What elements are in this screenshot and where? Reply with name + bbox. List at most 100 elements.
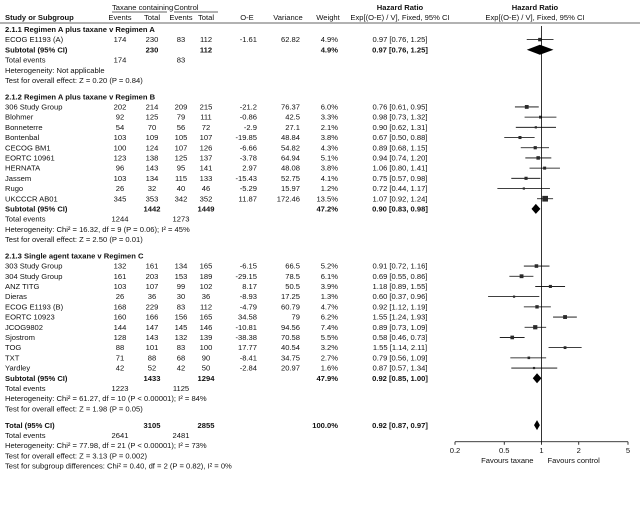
- study-2-2-events-exp: 92: [116, 113, 124, 122]
- study-2-10-total-exp: 353: [146, 194, 159, 203]
- study-3-3-total-ctl: 102: [200, 282, 213, 291]
- study-2-10-events-exp: 345: [114, 194, 127, 203]
- subtotal-2-total-ctl: 1449: [198, 205, 215, 214]
- study-2-9-oe: -5.29: [240, 184, 257, 193]
- subtotal-2-ci: 0.90 [0.83, 0.98]: [372, 205, 428, 214]
- study-2-4-total-ctl: 107: [200, 133, 213, 142]
- study-2-10-point: [542, 195, 548, 202]
- subtotal-3-weight: 47.9%: [316, 374, 338, 383]
- study-2-6-events-ctl: 125: [175, 154, 188, 163]
- subtotal-2-total-exp: 1442: [144, 205, 161, 214]
- study-2-2-total-ctl: 111: [200, 113, 212, 122]
- study-3-7-ci: 0.89 [0.73, 1.09]: [373, 323, 428, 332]
- study-3-10-events-ctl: 68: [177, 353, 185, 362]
- study-3-1-weight: 5.2%: [321, 262, 339, 271]
- study-1-1-weight: 4.9%: [321, 35, 339, 44]
- study-2-2-name: Blohmer: [5, 113, 34, 122]
- total-events-2-ctl: 1273: [173, 215, 190, 224]
- subtotal-3-label: Subtotal (95% CI): [5, 374, 68, 383]
- subgroup-test: Test for subgroup differences: Chi² = 0.…: [5, 462, 232, 471]
- study-2-9-variance: 15.97: [281, 184, 300, 193]
- study-2-4-point: [518, 136, 522, 140]
- study-2-8-point: [524, 176, 528, 180]
- study-3-7-oe: -10.81: [235, 323, 257, 332]
- study-3-4-events-exp: 26: [116, 292, 124, 301]
- study-3-7-name: JCOG9802: [5, 323, 43, 332]
- study-3-8-variance: 70.58: [281, 333, 300, 342]
- heterogeneity-1: Heterogeneity: Not applicable: [5, 66, 105, 75]
- study-2-9-name: Rugo: [5, 184, 23, 193]
- study-2-10-total-ctl: 352: [200, 194, 213, 203]
- study-3-5-total-exp: 229: [146, 302, 159, 311]
- study-2-2-total-exp: 125: [146, 113, 159, 122]
- study-3-2-events-exp: 161: [114, 272, 127, 281]
- study-2-5-total-ctl: 126: [200, 143, 213, 152]
- x-tick-label-3: 1: [539, 446, 543, 455]
- study-3-10-ci: 0.79 [0.56, 1.09]: [373, 353, 428, 362]
- study-2-3-ci: 0.90 [0.62, 1.31]: [373, 123, 428, 132]
- study-2-3-oe: -2.9: [244, 123, 257, 132]
- study-2-8-total-exp: 134: [146, 174, 159, 183]
- study-2-4-weight: 3.8%: [321, 133, 339, 142]
- study-3-9-total-exp: 101: [146, 343, 159, 352]
- study-2-5-point: [533, 146, 537, 150]
- study-2-1-variance: 76.37: [281, 103, 300, 112]
- overall-effect-1: Test for overall effect: Z = 0.20 (P = 0…: [5, 76, 143, 85]
- study-2-2-oe: -0.86: [240, 113, 257, 122]
- study-2-7-point: [543, 166, 547, 170]
- study-2-1-total-exp: 214: [146, 103, 159, 112]
- study-3-2-events-ctl: 153: [175, 272, 188, 281]
- study-3-6-weight: 6.2%: [321, 313, 339, 322]
- study-3-11-variance: 20.97: [281, 364, 300, 373]
- header-oe: O-E: [240, 13, 254, 22]
- study-3-3-ci: 1.18 [0.89, 1.55]: [373, 282, 428, 291]
- study-2-3-point: [534, 126, 537, 129]
- overall-heterogeneity: Heterogeneity: Chi² = 77.98, df = 21 (P …: [5, 441, 207, 450]
- study-2-2-events-ctl: 79: [177, 113, 185, 122]
- study-2-7-ci: 1.06 [0.80, 1.41]: [373, 164, 428, 173]
- study-3-11-events-ctl: 42: [177, 364, 185, 373]
- study-3-1-name: 303 Study Group: [5, 262, 62, 271]
- study-3-5-name: ECOG E1193 (B): [5, 302, 64, 311]
- study-2-10-ci: 1.07 [0.92, 1.24]: [373, 194, 428, 203]
- subtotal-3-ci: 0.92 [0.85, 1.00]: [372, 374, 428, 383]
- study-3-4-total-ctl: 36: [202, 292, 210, 301]
- study-2-10-events-ctl: 342: [175, 194, 188, 203]
- overall-label: Total (95% CI): [5, 421, 55, 430]
- study-2-1-events-exp: 202: [114, 103, 127, 112]
- study-3-5-events-ctl: 83: [177, 302, 185, 311]
- study-2-2-point: [539, 115, 542, 119]
- study-3-6-variance: 79: [292, 313, 300, 322]
- overall-diamond: [534, 420, 540, 431]
- study-2-9-weight: 1.2%: [321, 184, 339, 193]
- study-3-5-point: [535, 305, 539, 309]
- subtotal-1-ci: 0.97 [0.76, 1.25]: [372, 45, 428, 54]
- favours-right-label: Favours control: [548, 456, 601, 465]
- study-3-4-weight: 1.3%: [321, 292, 339, 301]
- study-2-6-total-ctl: 137: [200, 154, 213, 163]
- study-3-2-ci: 0.69 [0.55, 0.86]: [373, 272, 428, 281]
- overall-effect-3: Test for overall effect: Z = 1.98 (P = 0…: [5, 404, 143, 413]
- header-total-exp: Total: [144, 13, 160, 22]
- study-2-1-name: 306 Study Group: [5, 103, 62, 112]
- study-3-3-events-exp: 103: [114, 282, 127, 291]
- study-2-3-total-ctl: 72: [202, 123, 210, 132]
- study-3-11-total-exp: 52: [148, 364, 156, 373]
- study-3-2-weight: 6.1%: [321, 272, 339, 281]
- study-3-7-events-ctl: 145: [175, 323, 188, 332]
- study-3-11-weight: 1.6%: [321, 364, 339, 373]
- study-2-5-events-exp: 100: [114, 143, 127, 152]
- study-3-11-name: Yardley: [5, 364, 30, 373]
- study-2-7-name: HERNATA: [5, 164, 41, 173]
- study-3-2-total-ctl: 189: [200, 272, 213, 281]
- subtotal-1-total-exp: 230: [146, 45, 159, 54]
- study-3-2-variance: 78.5: [285, 272, 300, 281]
- study-2-10-name: UKCCCR AB01: [5, 194, 58, 203]
- subtotal-3-total-exp: 1433: [144, 374, 161, 383]
- study-3-2-oe: -29.15: [235, 272, 257, 281]
- total-events-3-label: Total events: [5, 384, 46, 393]
- study-3-6-total-exp: 166: [146, 313, 159, 322]
- study-3-3-point: [548, 284, 552, 288]
- total-events-2-label: Total events: [5, 215, 46, 224]
- study-2-3-variance: 27.1: [285, 123, 300, 132]
